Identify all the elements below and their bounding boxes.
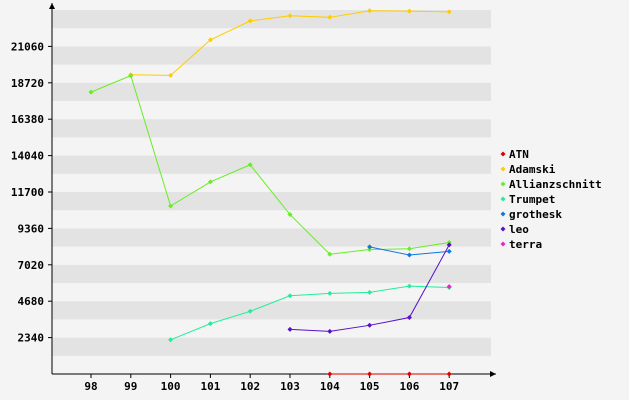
legend-label-leo: leo <box>509 223 529 236</box>
data-point-trumpet <box>367 289 373 295</box>
y-tick-label: 14040 <box>11 150 44 163</box>
y-tick-label: 18720 <box>11 77 44 90</box>
y-tick-label: 4680 <box>18 295 45 308</box>
y-tick-label: 9360 <box>18 222 45 235</box>
x-tick-label: 98 <box>84 380 97 393</box>
legend-marker-allianzschnitt <box>500 181 506 187</box>
data-point-adamski <box>207 37 213 43</box>
data-point-trumpet <box>327 290 333 296</box>
x-tick-label: 100 <box>161 380 181 393</box>
x-tick-label: 106 <box>399 380 419 393</box>
data-point-leo <box>327 328 333 334</box>
grid-band <box>52 46 491 65</box>
grid-band <box>52 173 491 192</box>
legend-label-atn: ATN <box>509 148 529 161</box>
legend-marker-grothesk <box>500 211 506 217</box>
x-tick-label: 101 <box>200 380 220 393</box>
data-point-terra <box>446 284 452 290</box>
data-point-trumpet <box>168 337 174 343</box>
grid-band <box>52 64 491 83</box>
grid-band <box>52 82 491 101</box>
data-point-allianzschnitt <box>247 162 253 168</box>
legend-marker-terra <box>500 241 506 247</box>
data-point-allianzschnitt <box>88 89 94 95</box>
legend-label-grothesk: grothesk <box>509 208 562 221</box>
grid-band <box>52 228 491 247</box>
data-point-trumpet <box>207 321 213 327</box>
grid-band <box>52 264 491 283</box>
data-point-trumpet <box>287 293 293 299</box>
grid-band <box>52 337 491 356</box>
data-point-adamski <box>446 9 452 15</box>
grid-band <box>52 137 491 156</box>
legend-label-terra: terra <box>509 238 542 251</box>
legend-label-allianzschnitt: Allianzschnitt <box>509 178 602 191</box>
series-line-trumpet <box>170 285 450 341</box>
data-point-trumpet <box>247 308 253 314</box>
data-point-grothesk <box>406 252 412 258</box>
data-point-atn <box>367 371 373 377</box>
y-tick-label: 11700 <box>11 186 44 199</box>
legend-marker-trumpet <box>500 196 506 202</box>
data-point-leo <box>406 315 412 321</box>
data-point-adamski <box>168 72 174 78</box>
data-point-adamski <box>247 18 253 24</box>
data-point-adamski <box>327 14 333 20</box>
grid-band <box>52 355 491 374</box>
y-axis-arrow <box>49 3 55 9</box>
data-point-grothesk <box>367 244 373 250</box>
grid-band <box>52 28 491 47</box>
data-point-trumpet <box>406 283 412 289</box>
grid-band <box>52 101 491 120</box>
grid-band <box>52 192 491 211</box>
x-tick-label: 99 <box>124 380 137 393</box>
grid-band <box>52 10 491 29</box>
data-point-leo <box>287 326 293 332</box>
data-point-allianzschnitt <box>406 246 412 252</box>
x-tick-label: 103 <box>280 380 300 393</box>
x-tick-label: 105 <box>360 380 380 393</box>
data-point-adamski <box>406 8 412 14</box>
y-tick-label: 21060 <box>11 40 44 53</box>
x-tick-label: 107 <box>439 380 459 393</box>
x-tick-label: 104 <box>320 380 340 393</box>
data-point-atn <box>327 371 333 377</box>
legend-marker-adamski <box>500 166 506 172</box>
grid-band <box>52 210 491 229</box>
data-point-adamski <box>287 13 293 19</box>
data-point-atn <box>446 371 452 377</box>
grid-band <box>52 119 491 138</box>
grid-band <box>52 246 491 265</box>
data-point-allianzschnitt <box>327 251 333 257</box>
data-point-allianzschnitt <box>207 179 213 185</box>
legend-label-adamski: Adamski <box>509 163 556 176</box>
grid-band <box>52 319 491 338</box>
x-axis-arrow <box>490 371 496 377</box>
y-tick-label: 2340 <box>18 332 45 345</box>
legend-marker-atn <box>500 151 506 157</box>
legend-label-trumpet: Trumpet <box>509 193 555 206</box>
data-point-adamski <box>367 8 373 14</box>
data-point-allianzschnitt <box>287 212 293 218</box>
grid-band <box>52 155 491 174</box>
data-point-allianzschnitt <box>367 247 373 253</box>
y-tick-label: 7020 <box>18 259 45 272</box>
x-tick-label: 102 <box>240 380 260 393</box>
data-point-allianzschnitt <box>168 203 174 209</box>
y-tick-label: 16380 <box>11 113 44 126</box>
data-point-leo <box>446 242 452 248</box>
data-point-leo <box>367 322 373 328</box>
data-point-grothesk <box>446 248 452 254</box>
data-point-atn <box>406 371 412 377</box>
series-line-allianzschnitt <box>90 74 450 255</box>
grid-band <box>52 283 491 302</box>
data-point-allianzschnitt <box>128 73 134 79</box>
grid-band <box>52 301 491 320</box>
legend-marker-leo <box>500 226 506 232</box>
